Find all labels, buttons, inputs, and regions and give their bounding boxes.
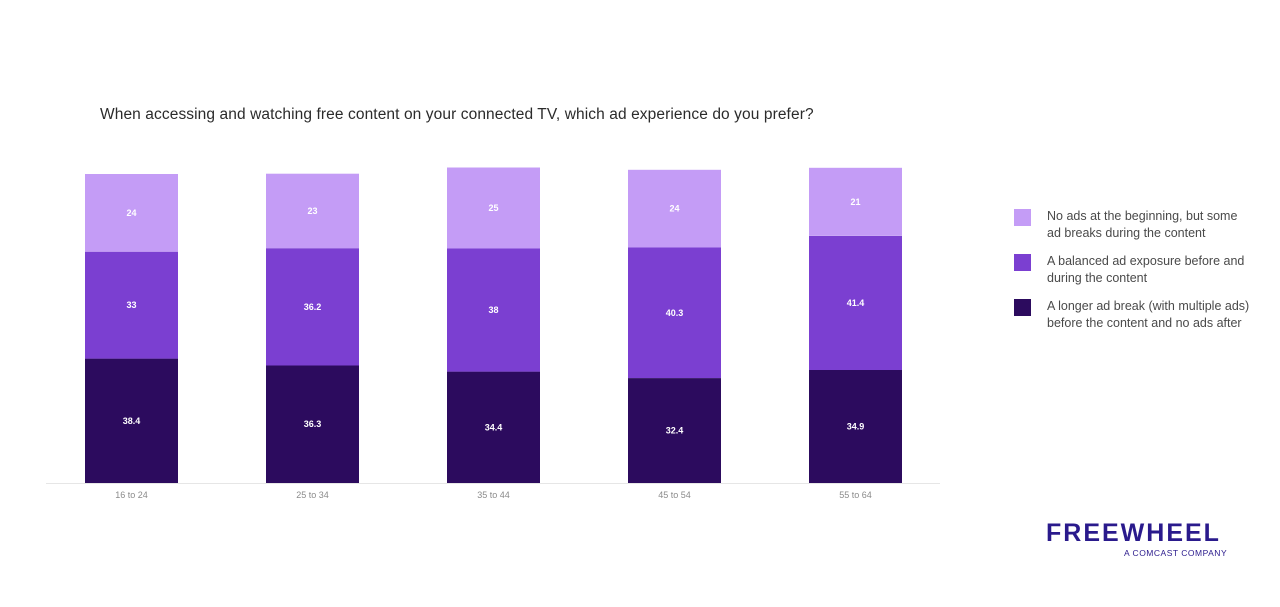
data-label: 24 <box>126 208 136 218</box>
bar-segment <box>266 248 359 366</box>
data-label: 38.4 <box>123 416 141 426</box>
legend-label: A longer ad break (with multiple ads) be… <box>1047 299 1250 330</box>
data-label: 36.3 <box>304 419 322 429</box>
bar-segment <box>85 358 178 483</box>
data-label: 34.9 <box>847 422 865 432</box>
legend-swatch <box>1014 209 1031 226</box>
data-label: 21 <box>850 197 860 207</box>
data-label: 33 <box>126 300 136 310</box>
legend-item-balanced: A balanced ad exposure before and during… <box>1012 253 1252 287</box>
x-tick-label: 25 to 34 <box>296 490 329 500</box>
x-tick-label: 45 to 54 <box>658 490 691 500</box>
bar-segment <box>266 173 359 249</box>
x-tick-label: 16 to 24 <box>115 490 148 500</box>
legend: No ads at the beginning, but some ad bre… <box>1012 208 1252 343</box>
bar-segment <box>85 251 178 359</box>
bar-segment <box>809 235 902 370</box>
freewheel-logo: FREEWHEEL A COMCAST COMPANY <box>1046 519 1236 558</box>
legend-swatch <box>1014 254 1031 271</box>
logo-tagline: A COMCAST COMPANY <box>1124 548 1228 558</box>
data-label: 38 <box>488 305 498 315</box>
data-label: 23 <box>307 206 317 216</box>
data-label: 25 <box>488 203 498 213</box>
bar-segment <box>628 247 721 378</box>
legend-item-no-ads-beginning: No ads at the beginning, but some ad bre… <box>1012 208 1252 242</box>
bar-segment <box>447 371 540 483</box>
x-tick-label: 35 to 44 <box>477 490 510 500</box>
bar-segment <box>266 365 359 483</box>
data-label: 36.2 <box>304 302 322 312</box>
bar-segment <box>809 167 902 236</box>
bar-segment <box>628 378 721 483</box>
legend-swatch <box>1014 299 1031 316</box>
data-label: 32.4 <box>666 426 684 436</box>
legend-label: A balanced ad exposure before and during… <box>1047 254 1245 285</box>
logo-wordmark: FREEWHEEL <box>1046 519 1221 547</box>
stacked-bar-chart: 38.4 33 24 16 to 24 36.3 36.2 23 25 to 34 34.4 38… <box>46 167 940 500</box>
legend-label: No ads at the beginning, but some ad bre… <box>1047 209 1238 240</box>
data-label: 40.3 <box>666 308 684 318</box>
x-tick-label: 55 to 64 <box>839 490 872 500</box>
bar-segment <box>85 174 178 252</box>
data-label: 41.4 <box>847 298 865 308</box>
data-label: 34.4 <box>485 422 503 432</box>
bar-segment <box>447 248 540 372</box>
legend-item-longer-break: A longer ad break (with multiple ads) be… <box>1012 298 1252 332</box>
data-label: 24 <box>669 204 679 214</box>
bar-segment <box>809 370 902 483</box>
bar-segment <box>447 167 540 249</box>
chart-title: When accessing and watching free content… <box>100 106 814 123</box>
bar-segment <box>628 169 721 248</box>
